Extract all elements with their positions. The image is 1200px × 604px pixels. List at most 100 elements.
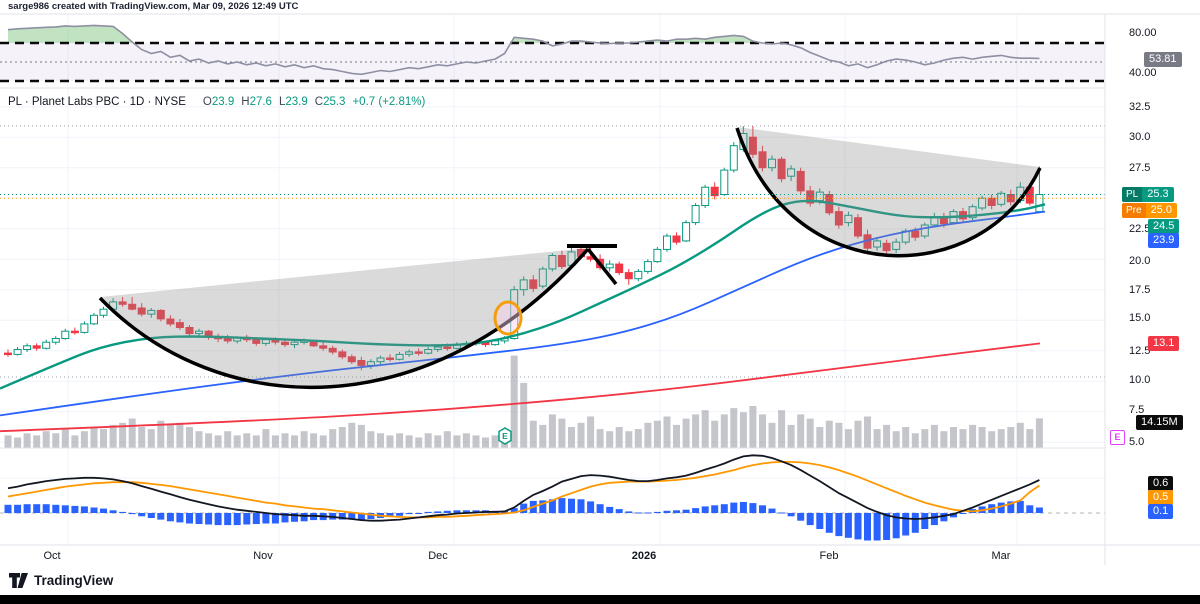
breakout-circle	[493, 300, 523, 336]
macd-histogram-bar	[902, 513, 910, 536]
volume-bar	[434, 435, 442, 448]
volume-bar	[405, 435, 413, 448]
macd-histogram-bar	[443, 510, 451, 513]
volume-bar	[338, 427, 346, 448]
candle-body	[663, 235, 671, 250]
candle-body	[691, 205, 700, 224]
macd-histogram-bar	[739, 502, 747, 513]
volume-bar	[625, 431, 633, 448]
earnings-marker[interactable]: E	[498, 427, 512, 445]
macd-histogram-bar	[291, 513, 298, 522]
candle-body	[42, 341, 51, 349]
volume-bar	[243, 433, 251, 448]
macd-histogram-bar	[701, 506, 709, 513]
candle-body	[51, 338, 60, 343]
legend-ohlc-label: O	[202, 96, 212, 108]
volume-bar	[816, 427, 824, 448]
macd-histogram-bar	[854, 513, 862, 540]
price-tick-label: 7.5	[1129, 404, 1145, 416]
volume-bar	[835, 422, 843, 448]
legend-ohlc-value: 25.3	[323, 96, 346, 108]
macd-histogram-bar	[33, 504, 41, 513]
macd-histogram-bar	[959, 513, 967, 514]
volume-bar	[348, 422, 356, 448]
candle-body	[281, 341, 289, 346]
candle-body	[978, 197, 987, 209]
volume-bar	[930, 424, 938, 448]
macd-histogram-bar	[214, 513, 222, 526]
tradingview-footer[interactable]: TradingView	[8, 572, 113, 589]
volume-bar	[854, 420, 862, 448]
volume-bar	[701, 410, 709, 448]
symbol-last-badge: PL 25.3	[1122, 186, 1174, 202]
macd-histogram-bar	[90, 507, 98, 513]
volume-bar	[310, 433, 318, 448]
macd-histogram-bar	[749, 503, 757, 513]
candle-body	[997, 192, 1006, 205]
ma-mid-value-badge: 23.9	[1148, 232, 1180, 248]
candle-body	[548, 255, 557, 270]
pattern-drawings[interactable]	[98, 127, 1042, 389]
time-label-oct: Oct	[43, 550, 61, 562]
macd-histogram-bar	[14, 504, 22, 514]
volume-bar	[873, 429, 881, 448]
macd-histogram-bar	[539, 500, 547, 513]
candle-body	[787, 168, 796, 177]
volume-bar	[1026, 429, 1034, 448]
volume-bar	[682, 418, 690, 448]
candle-body	[99, 308, 108, 316]
candle-body	[338, 351, 347, 358]
candle-body	[70, 330, 79, 334]
volume-bar	[52, 433, 60, 448]
candle-body	[443, 346, 452, 349]
cup2-fill	[737, 127, 1040, 256]
candle-body	[118, 301, 127, 305]
macd-histogram-bar	[52, 504, 60, 514]
volume-bar	[147, 429, 155, 448]
macd-histogram-bar	[606, 506, 614, 513]
time-label-2026: 2026	[631, 550, 657, 562]
volume-bar	[768, 422, 776, 448]
signal-value-badge-value: 0.5	[1153, 490, 1169, 503]
volume-bar	[673, 424, 680, 448]
candle-body	[557, 255, 566, 267]
volume-bar	[692, 414, 700, 448]
volume-bar	[778, 410, 786, 448]
volume-bar	[386, 435, 394, 448]
candle-body	[701, 186, 710, 206]
macd-histogram-bar	[730, 502, 738, 513]
cup2-arc	[735, 127, 1042, 258]
candle-body	[768, 158, 776, 169]
candle-body	[13, 349, 22, 355]
macd-histogram-bar	[233, 513, 241, 526]
macd-histogram-bar	[415, 513, 423, 514]
macd-histogram-bar	[911, 513, 919, 533]
volume-bar	[195, 431, 203, 448]
candle-body	[987, 197, 996, 206]
macd-histogram-bar	[921, 513, 929, 529]
macd-histogram-bar	[23, 504, 31, 513]
volume-bar	[978, 427, 986, 448]
macd-pane	[0, 454, 1105, 541]
tradingview-logo-icon	[9, 573, 28, 588]
macd-histogram-bar	[759, 505, 766, 513]
volume-bar	[864, 416, 871, 448]
candle-body	[643, 261, 652, 272]
candle-body	[319, 345, 328, 349]
macd-histogram-bar	[558, 498, 566, 513]
volume-bar	[911, 433, 919, 448]
volume-bar	[950, 427, 957, 448]
candle-body	[854, 217, 862, 237]
macd-histogram-bar	[692, 508, 700, 513]
pre-market-badge-chip: Pre	[1122, 202, 1146, 218]
volume-bar	[587, 416, 595, 448]
cup1-fill	[100, 248, 588, 388]
volume-bar	[825, 420, 833, 448]
candle-body	[834, 211, 843, 226]
macd-histogram-bar	[109, 510, 117, 514]
signal-value-badge: 0.5	[1148, 489, 1174, 505]
symbol-title[interactable]: PL · Planet Labs PBC · 1D · NYSE	[8, 96, 186, 108]
volume-bar	[749, 406, 757, 448]
volume-bar	[186, 427, 193, 448]
